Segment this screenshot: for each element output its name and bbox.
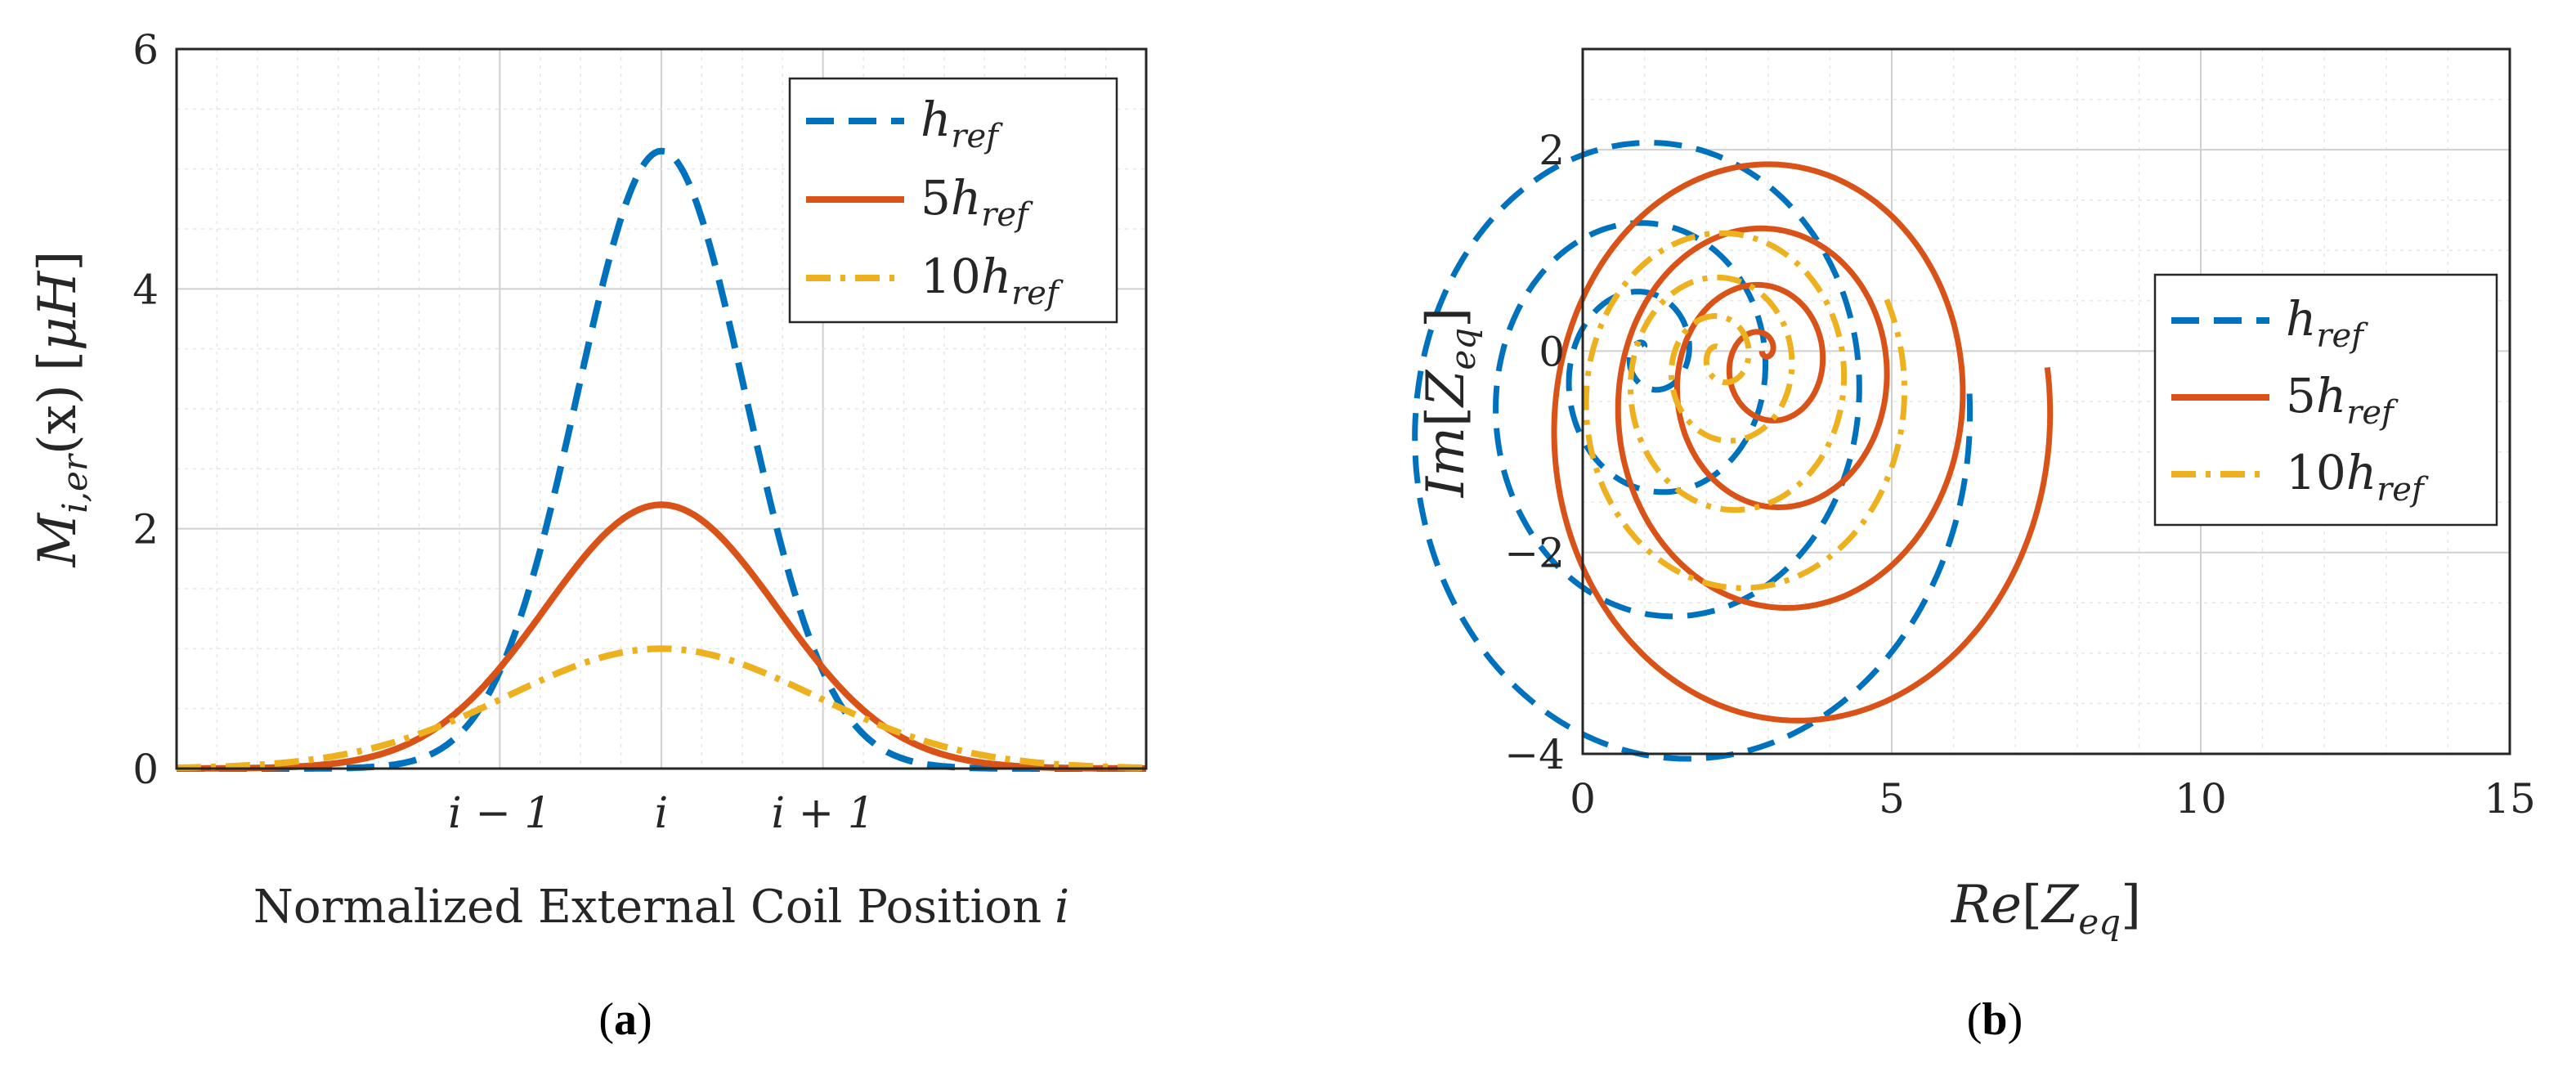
- y-tick-label: −4: [1504, 731, 1565, 778]
- legend-label-10h_ref: 10href: [921, 249, 1064, 312]
- series-line-10h_ref: [176, 645, 1147, 771]
- x-tick-label: 0: [1570, 775, 1596, 823]
- series-line-5h_ref: [177, 501, 1146, 772]
- x-tick-label: i − 1: [448, 789, 551, 838]
- y-tick-label: 4: [132, 266, 159, 313]
- legend-label-10h_ref: 10href: [2286, 445, 2429, 509]
- y-tick-label: 2: [1539, 127, 1565, 174]
- panel-b: −4 −2 0 2 0 5 10 15 Im[Zeq] Re[Zeq] href 5href 10…: [1412, 47, 2536, 1045]
- panel-b-ylabel: Im[Zeq]: [1416, 307, 1483, 498]
- panel-b-ticks: −4 −2 0 2 0 5 10 15: [1504, 127, 2536, 823]
- panel-a-legend: href 5href 10href: [788, 77, 1118, 324]
- panel-b-legend: href 5href 10href: [2153, 273, 2498, 527]
- panel-a-ylabel: Mi,er(x)[μH]: [28, 251, 95, 568]
- y-tick-label: 0: [132, 746, 159, 793]
- panel-a-ticks: 0 2 4 6 i − 1 i i + 1: [132, 26, 875, 838]
- panel-b-caption: (b): [1967, 994, 2023, 1045]
- panel-b-series: [1412, 140, 2054, 762]
- panel-a-xlabel: Normalized External Coil Position i: [253, 881, 1069, 934]
- panel-b-axes-box: [1581, 47, 2511, 755]
- panel-a-grid: [176, 48, 1147, 769]
- series-line-10h_ref: [1583, 230, 1907, 591]
- legend-label-5h_ref: 5href: [2286, 368, 2399, 432]
- legend-label-5h_ref: 5href: [921, 170, 1033, 234]
- y-tick-label: −2: [1504, 530, 1565, 577]
- panel-a-axes-box: [175, 47, 1148, 770]
- x-tick-label: 15: [2484, 775, 2536, 823]
- x-tick-label: i + 1: [771, 789, 874, 838]
- legend-label-h_ref: href: [2286, 291, 2368, 355]
- legend-label-h_ref: href: [921, 92, 1003, 155]
- x-tick-label: 10: [2175, 775, 2227, 823]
- y-tick-label: 2: [132, 506, 159, 554]
- y-tick-label: 0: [1539, 328, 1565, 375]
- panel-a-caption: (a): [598, 994, 652, 1045]
- y-tick-label: 6: [132, 26, 159, 74]
- series-line-h_ref: [1412, 140, 1973, 762]
- panel-a: 0 2 4 6 i − 1 i i + 1 Mi,er(x)[μH] Normalized …: [28, 26, 1148, 1045]
- series-line-5h_ref: [1551, 161, 2054, 724]
- x-tick-label: i: [655, 789, 669, 838]
- x-tick-label: 5: [1879, 775, 1905, 823]
- panel-b-xlabel: Re[Zeq]: [1951, 875, 2141, 942]
